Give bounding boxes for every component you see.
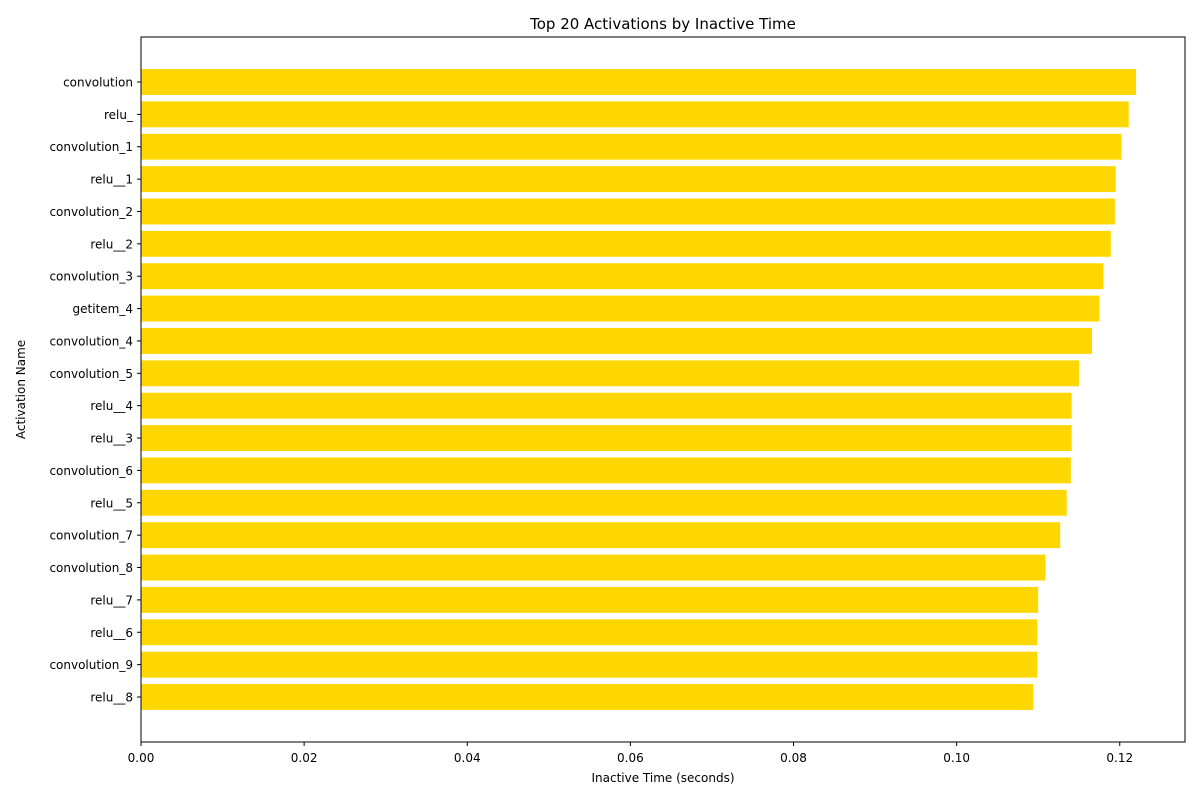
y-axis-label: Activation Name (14, 340, 28, 439)
y-tick-label: convolution_7 (49, 529, 133, 543)
bar-convolution_3 (141, 263, 1104, 290)
bar-relu__2 (141, 230, 1111, 257)
y-axis-ticks: convolution relu_ convolution_1 relu__1conv… (49, 76, 141, 705)
y-tick-label: relu__4 (90, 399, 133, 413)
y-tick-label: relu__5 (90, 496, 133, 510)
y-tick-label: convolution_8 (49, 561, 133, 575)
y-tick-label: relu__7 (90, 593, 133, 607)
y-tick-label: convolution_2 (49, 205, 133, 219)
bar-relu__7 (141, 586, 1039, 613)
x-axis-ticks: 0.00 0.02 0.04 0.06 0.08 0.10 0.12 (128, 742, 1133, 765)
y-tick-label: convolution_4 (49, 334, 133, 348)
bar-convolution_4 (141, 328, 1093, 354)
y-tick-label: convolution_9 (49, 658, 133, 672)
bar-convolution_5 (141, 360, 1079, 387)
y-tick-label: convolution_3 (49, 270, 133, 284)
bar-convolution (141, 69, 1137, 95)
bar-getitem_4 (141, 295, 1100, 322)
bar-convolution_2 (141, 198, 1115, 225)
chart-title: Top 20 Activations by Inactive Time (529, 15, 796, 33)
bar-relu__4 (141, 392, 1072, 419)
y-tick-label: convolution_6 (49, 464, 133, 478)
bar-relu__5 (141, 489, 1067, 516)
y-tick-label: getitem_4 (73, 302, 133, 316)
y-tick-label: relu__6 (90, 626, 133, 640)
x-tick-label: 0.04 (454, 751, 481, 765)
bar-convolution_8 (141, 554, 1046, 581)
bar-relu__6 (141, 619, 1038, 646)
y-tick-label: convolution_1 (49, 140, 133, 154)
bar-convolution_6 (141, 457, 1071, 484)
bar-relu__8 (141, 684, 1034, 710)
x-tick-label: 0.06 (617, 751, 644, 765)
bar-relu__1 (141, 166, 1116, 193)
bar-convolution_9 (141, 651, 1038, 678)
x-tick-label: 0.02 (291, 751, 318, 765)
x-axis-label: Inactive Time (seconds) (591, 771, 734, 785)
bar-convolution_7 (141, 522, 1061, 549)
y-tick-label: relu_ (104, 108, 134, 122)
x-tick-label: 0.08 (780, 751, 807, 765)
y-tick-label: relu__3 (90, 432, 133, 446)
bar-relu__3 (141, 425, 1072, 451)
plot-frame (140, 36, 1186, 743)
y-tick-label: relu__1 (90, 173, 133, 187)
x-tick-label: 0.12 (1106, 751, 1133, 765)
bar-relu_ (141, 101, 1129, 128)
bars-group (141, 69, 1137, 710)
x-tick-label: 0.10 (943, 751, 970, 765)
bar-convolution_1 (141, 133, 1122, 160)
y-tick-label: convolution (63, 76, 133, 90)
x-tick-label: 0.00 (128, 751, 155, 765)
y-tick-label: convolution_5 (49, 367, 133, 381)
y-tick-label: relu__2 (90, 237, 133, 251)
y-tick-label: relu__8 (90, 691, 133, 705)
